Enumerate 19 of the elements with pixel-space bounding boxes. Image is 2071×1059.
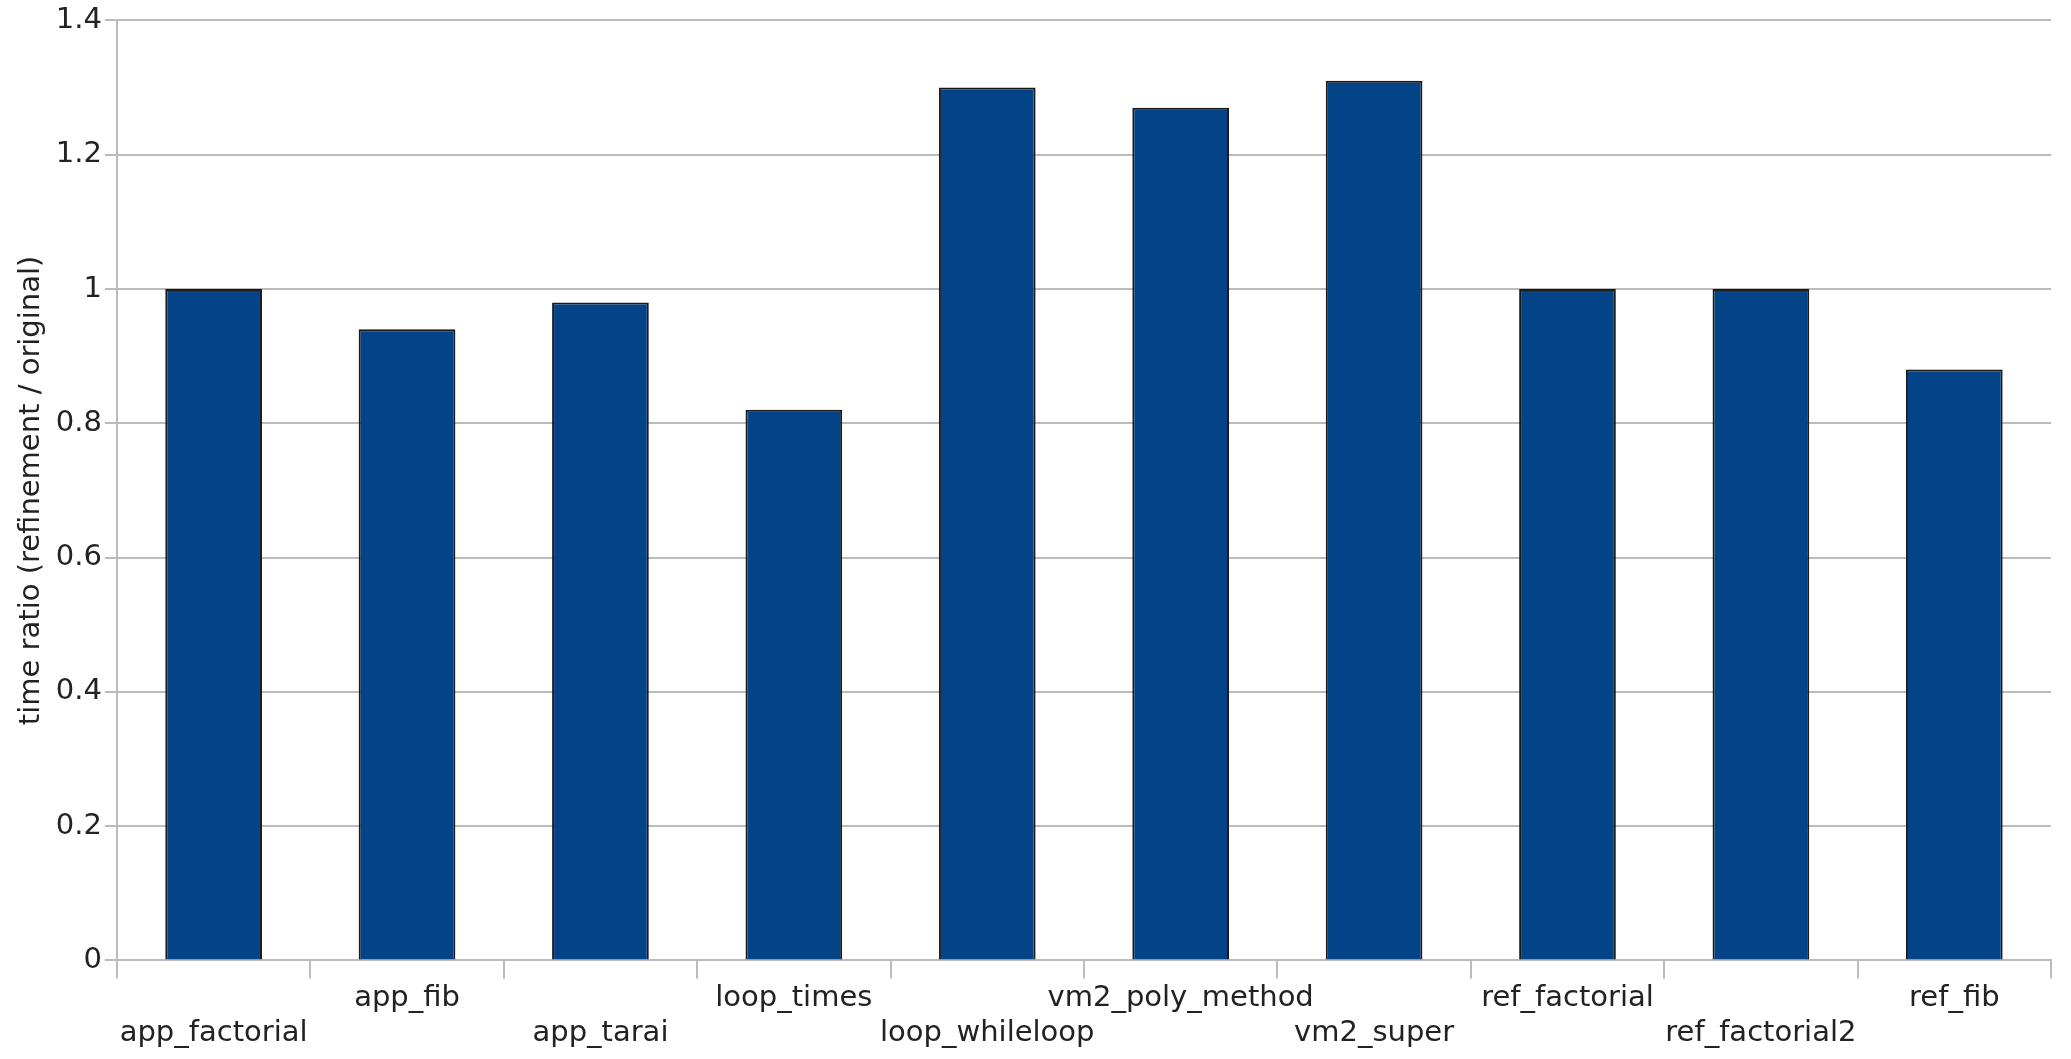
x-tick-label: loop_whileloop [880, 1014, 1095, 1049]
y-axis-title: time ratio (refinement / original) [11, 255, 46, 726]
y-tick-label: 0.2 [55, 806, 102, 841]
y-tick-label: 0 [83, 940, 102, 975]
y-tick-label: 1.4 [55, 0, 102, 35]
x-tick-label: app_tarai [532, 1014, 669, 1049]
x-tick-label: ref_fib [1909, 979, 2000, 1014]
y-tick-label: 1.2 [55, 135, 102, 170]
x-tick-label: ref_factorial [1481, 979, 1654, 1014]
x-tick-label: app_factorial [119, 1014, 308, 1049]
y-tick-label: 0.8 [55, 403, 102, 438]
x-tick-label: vm2_super [1294, 1014, 1455, 1049]
x-tick-label: ref_factorial2 [1665, 1014, 1857, 1049]
x-tick-label: loop_times [715, 979, 873, 1014]
y-tick-label: 0.6 [55, 538, 102, 573]
x-tick-label: app_fib [354, 979, 460, 1014]
x-tick-label: vm2_poly_method [1047, 979, 1314, 1014]
y-tick-label: 1 [83, 269, 102, 304]
y-tick-label: 0.4 [55, 672, 102, 707]
